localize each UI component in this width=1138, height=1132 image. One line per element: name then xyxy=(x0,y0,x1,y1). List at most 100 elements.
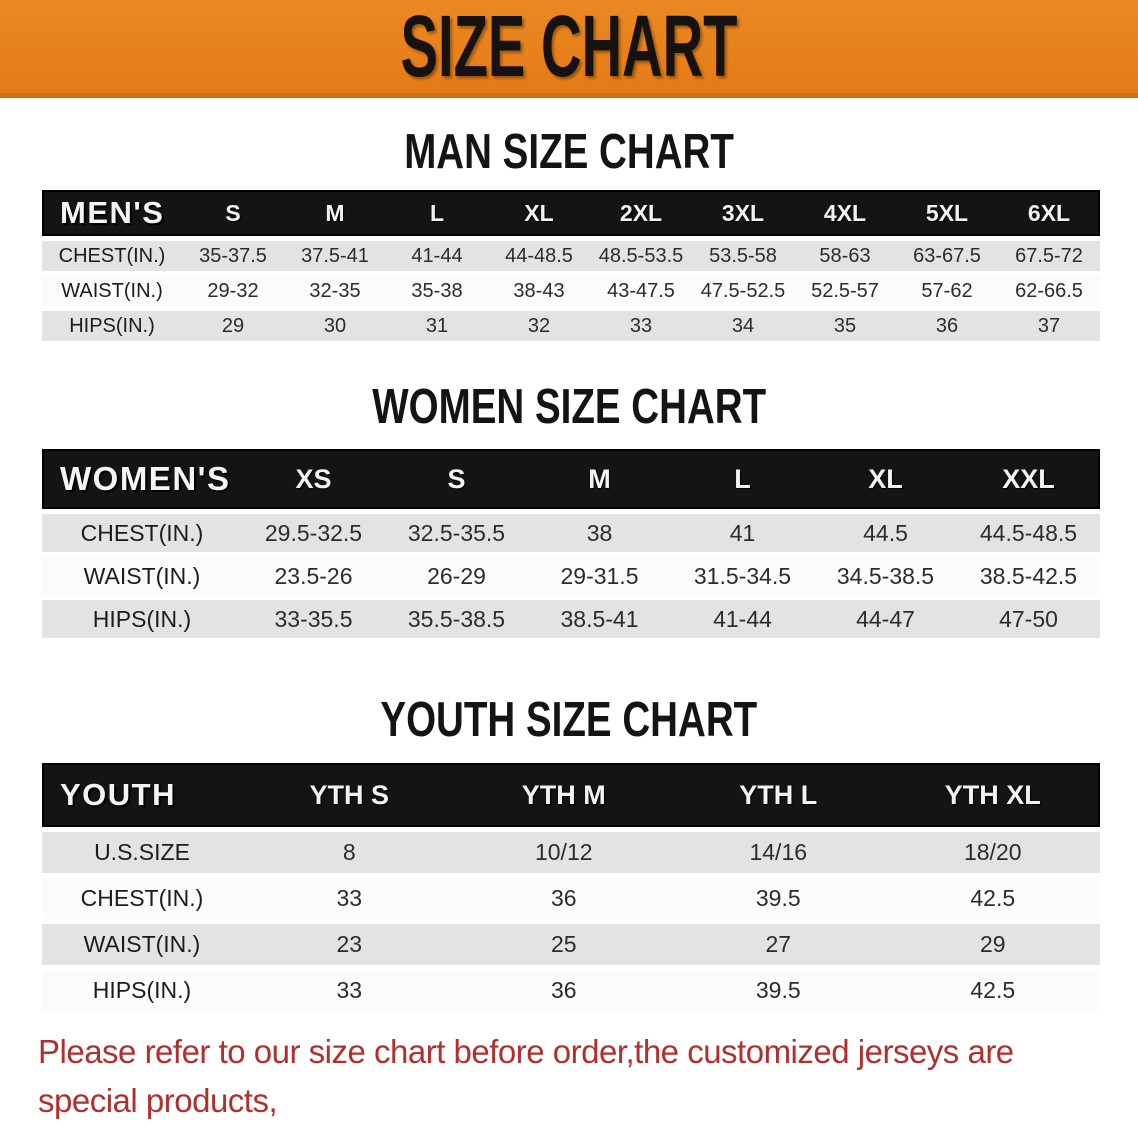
table-cell: 33-35.5 xyxy=(274,605,353,632)
row-label: HIPS(IN.) xyxy=(69,314,155,337)
table-header-row: YOUTH YTH S YTH M YTH L YTH XL xyxy=(42,763,1100,827)
table-header-label: WOMEN'S xyxy=(60,460,231,497)
column-header: XS xyxy=(295,463,332,494)
table-cell: 44.5-48.5 xyxy=(979,519,1078,546)
women-size-table: WOMEN'S XS S M L XL XXL CHEST(IN.) 29.5-32.5 32.5… xyxy=(42,449,1100,638)
column-header: L xyxy=(429,199,445,226)
table-cell: 36 xyxy=(935,314,959,337)
column-header: 6XL xyxy=(1027,199,1071,226)
table-row: HIPS(IN.) 33 36 39.5 42.5 xyxy=(42,970,1100,1011)
men-section-title-wrap: MAN SIZE CHART xyxy=(0,122,1138,179)
table-cell: 37.5-41 xyxy=(301,244,369,267)
row-label: WAIST(IN.) xyxy=(83,562,201,589)
table-cell: 42.5 xyxy=(970,977,1016,1003)
column-header: 3XL xyxy=(721,199,765,226)
men-section-title: MAN SIZE CHART xyxy=(404,122,734,179)
table-header-label: MEN'S xyxy=(60,195,165,230)
youth-size-chart-section: YOUTH SIZE CHART YOUTH YTH S YTH M YTH L YTH… xyxy=(0,691,1138,1011)
column-header: 2XL xyxy=(619,199,663,226)
youth-section-title: YOUTH SIZE CHART xyxy=(380,690,758,747)
women-section-title: WOMEN SIZE CHART xyxy=(372,377,766,434)
table-cell: 38.5-41 xyxy=(560,605,639,632)
table-cell: 47-50 xyxy=(999,605,1058,632)
table-row: WAIST(IN.) 23 25 27 29 xyxy=(42,924,1100,965)
table-cell: 27 xyxy=(765,931,792,957)
row-label: CHEST(IN.) xyxy=(80,885,204,911)
table-cell: 8 xyxy=(342,839,356,865)
table-cell: 58-63 xyxy=(819,244,871,267)
table-header-label: YOUTH xyxy=(60,777,176,812)
table-cell: 33 xyxy=(629,314,653,337)
table-cell: 42.5 xyxy=(970,885,1016,911)
table-cell: 44.5 xyxy=(863,519,908,546)
table-cell: 38.5-42.5 xyxy=(979,562,1078,589)
column-header: XL xyxy=(524,199,554,226)
disclaimer-line-2: we don't accept cancel, change, teturn o… xyxy=(38,1125,1118,1132)
table-row: CHEST(IN.) 33 36 39.5 42.5 xyxy=(42,878,1100,919)
column-header: M xyxy=(325,199,345,226)
table-cell: 41-44 xyxy=(411,244,463,267)
table-cell: 29-31.5 xyxy=(560,562,639,589)
table-cell: 35.5-38.5 xyxy=(407,605,506,632)
youth-section-title-wrap: YOUTH SIZE CHART xyxy=(0,690,1138,747)
table-cell: 37 xyxy=(1037,314,1061,337)
row-label: U.S.SIZE xyxy=(94,839,190,865)
table-cell: 53.5-58 xyxy=(709,244,777,267)
table-cell: 29 xyxy=(221,314,245,337)
table-cell: 29.5-32.5 xyxy=(264,519,363,546)
disclaimer-line-1: Please refer to our size chart before or… xyxy=(38,1033,1014,1119)
table-row: HIPS(IN.) 33-35.5 35.5-38.5 38.5-41 41-44 44-… xyxy=(42,600,1100,638)
column-header: XXL xyxy=(1002,463,1055,494)
table-cell: 38-43 xyxy=(513,279,565,302)
column-header: XL xyxy=(868,463,903,494)
table-cell: 36 xyxy=(550,885,577,911)
table-header-row: MEN'S S M L XL 2XL 3XL 4XL 5XL 6XL xyxy=(42,190,1100,236)
table-cell: 41 xyxy=(729,519,756,546)
table-cell: 34.5-38.5 xyxy=(836,562,935,589)
table-cell: 35 xyxy=(833,314,857,337)
table-cell: 32-35 xyxy=(309,279,361,302)
row-label: CHEST(IN.) xyxy=(80,519,204,546)
column-header: YTH S xyxy=(309,779,389,810)
table-row: WAIST(IN.) 23.5-26 26-29 29-31.5 31.5-34.5 34… xyxy=(42,557,1100,595)
page-title: SIZE CHART xyxy=(400,0,738,96)
table-row: WAIST(IN.) 29-32 32-35 35-38 38-43 43-47.5 47.… xyxy=(42,276,1100,306)
table-cell: 39.5 xyxy=(755,885,801,911)
table-cell: 36 xyxy=(550,977,577,1003)
column-header: YTH L xyxy=(739,779,818,810)
table-cell: 33 xyxy=(336,885,363,911)
women-section-title-wrap: WOMEN SIZE CHART xyxy=(0,377,1138,434)
table-cell: 52.5-57 xyxy=(811,279,879,302)
table-cell: 48.5-53.5 xyxy=(598,244,684,267)
table-cell: 38 xyxy=(586,519,613,546)
table-cell: 63-67.5 xyxy=(913,244,981,267)
column-header: YTH XL xyxy=(944,779,1041,810)
table-row: HIPS(IN.) 29 30 31 32 33 34 35 36 37 xyxy=(42,311,1100,341)
table-cell: 29-32 xyxy=(207,279,259,302)
table-row: CHEST(IN.) 29.5-32.5 32.5-35.5 38 41 44.5 44.5… xyxy=(42,514,1100,552)
table-cell: 43-47.5 xyxy=(607,279,675,302)
table-cell: 44-47 xyxy=(856,605,915,632)
table-cell: 32.5-35.5 xyxy=(407,519,506,546)
column-header: S xyxy=(225,199,241,226)
row-label: WAIST(IN.) xyxy=(83,931,201,957)
row-label: HIPS(IN.) xyxy=(92,605,192,632)
table-cell: 47.5-52.5 xyxy=(700,279,786,302)
table-header-row: WOMEN'S XS S M L XL XXL xyxy=(42,449,1100,509)
table-cell: 26-29 xyxy=(427,562,486,589)
table-cell: 35-37.5 xyxy=(199,244,267,267)
table-cell: 62-66.5 xyxy=(1015,279,1083,302)
column-header: L xyxy=(734,463,751,494)
table-cell: 10/12 xyxy=(534,839,593,865)
table-row: CHEST(IN.) 35-37.5 37.5-41 41-44 44-48.5 48.5… xyxy=(42,241,1100,271)
disclaimer-text: Please refer to our size chart before or… xyxy=(38,1027,1118,1132)
table-cell: 29 xyxy=(979,931,1006,957)
table-cell: 41-44 xyxy=(713,605,772,632)
table-row: U.S.SIZE 8 10/12 14/16 18/20 xyxy=(42,832,1100,873)
row-label: WAIST(IN.) xyxy=(61,279,163,302)
table-cell: 39.5 xyxy=(755,977,801,1003)
table-cell: 18/20 xyxy=(963,839,1022,865)
men-size-table: MEN'S S M L XL 2XL 3XL 4XL 5XL 6XL CHEST(IN.) 35-37… xyxy=(42,190,1100,341)
column-header: S xyxy=(447,463,466,494)
table-cell: 25 xyxy=(550,931,577,957)
